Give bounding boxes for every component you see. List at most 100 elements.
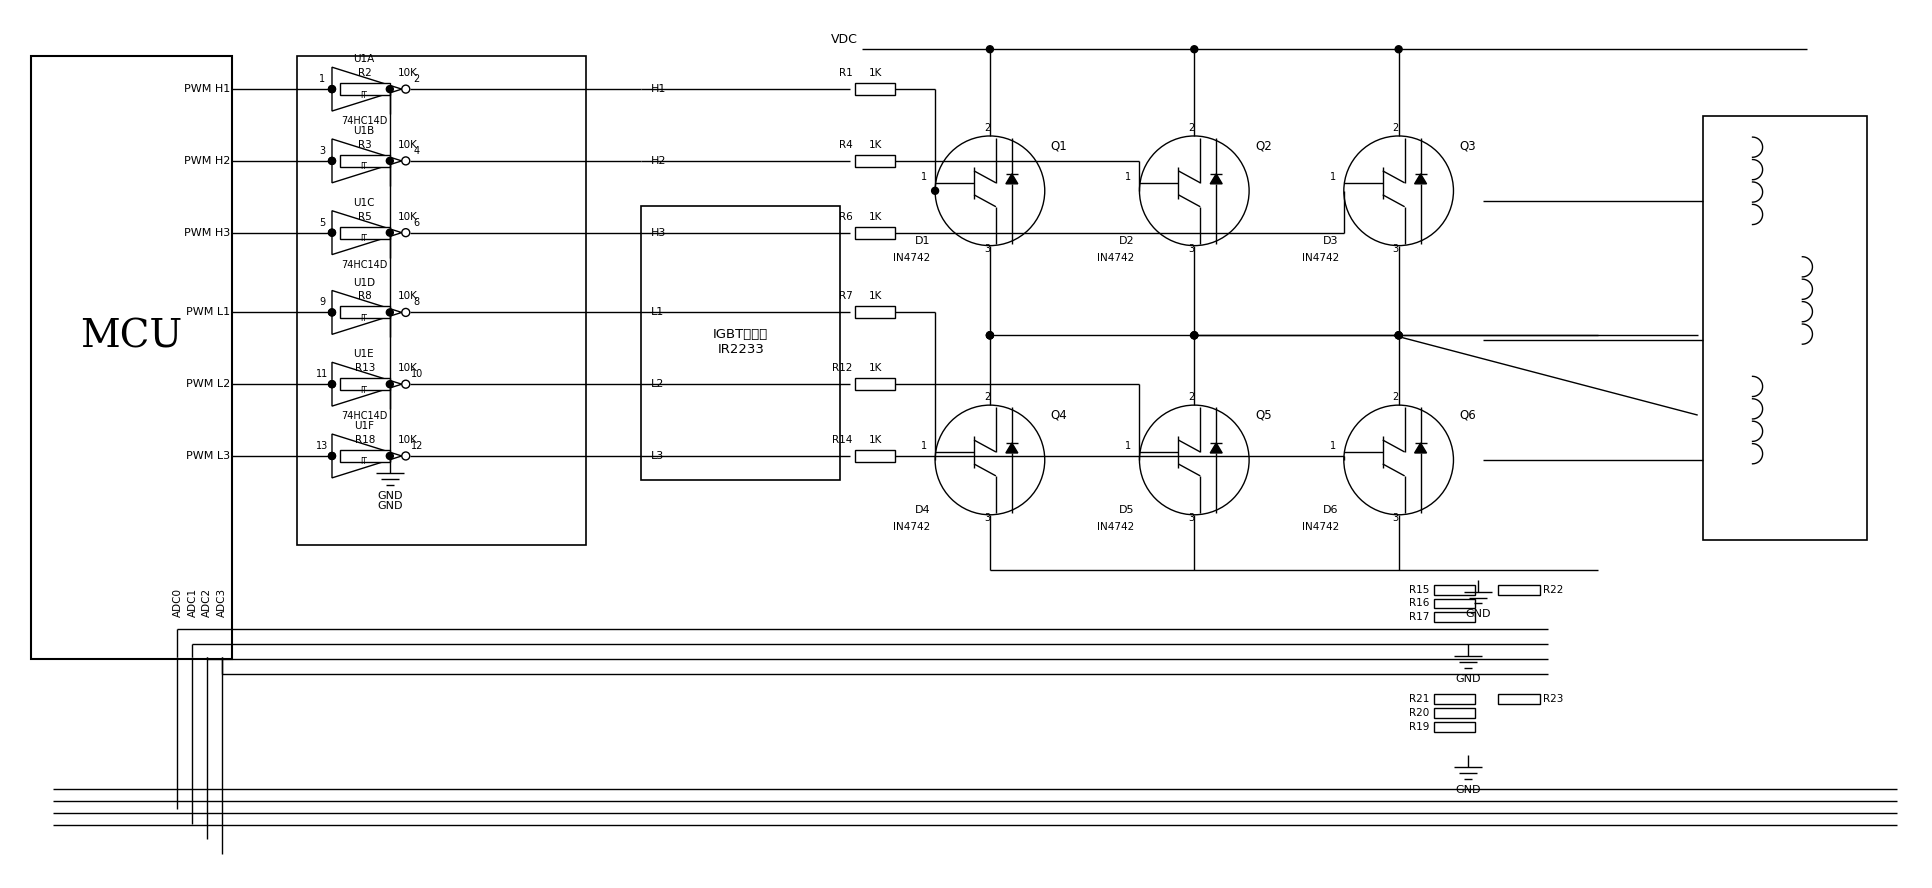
Bar [340,450,390,462]
Text: IT: IT [359,163,367,171]
Circle shape [386,157,392,164]
Circle shape [1190,332,1198,339]
Text: 2: 2 [1391,392,1399,402]
Text: PWM H1: PWM H1 [184,84,230,94]
Text: D2: D2 [1119,235,1134,246]
Bar [641,206,840,480]
Text: GND: GND [1455,674,1480,685]
Circle shape [985,46,993,52]
Text: R8: R8 [357,291,371,301]
Circle shape [328,229,336,236]
Text: L3: L3 [651,451,665,461]
Bar [1497,694,1540,704]
Bar [854,450,895,462]
Text: D4: D4 [914,504,929,515]
Text: 9: 9 [319,297,325,307]
Text: R23: R23 [1542,694,1563,704]
Circle shape [1190,332,1198,339]
Text: VDC: VDC [831,33,858,46]
Text: R14: R14 [831,435,852,445]
Polygon shape [1209,443,1221,453]
Text: ADC3: ADC3 [216,589,228,617]
Text: 10K: 10K [398,363,417,373]
Text: IN4742: IN4742 [1300,522,1339,532]
Bar [1434,708,1474,718]
Text: IT: IT [359,313,367,323]
Text: PWM L3: PWM L3 [185,451,230,461]
Text: Q5: Q5 [1254,408,1271,422]
Text: 11: 11 [315,369,328,379]
Text: PWM H3: PWM H3 [184,227,230,238]
Text: U1D: U1D [354,278,375,288]
Text: Q3: Q3 [1459,139,1476,153]
Text: 10K: 10K [398,68,417,78]
Text: R1: R1 [838,68,852,78]
Text: IN4742: IN4742 [1300,252,1339,263]
Bar [1434,722,1474,732]
Text: 10: 10 [410,369,423,379]
Text: 1: 1 [1124,441,1130,451]
Text: PWM H2: PWM H2 [184,156,230,166]
Text: IT: IT [359,457,367,466]
Circle shape [328,157,336,164]
Bar [854,306,895,319]
Text: R20: R20 [1408,708,1430,718]
Text: Q4: Q4 [1051,408,1066,422]
Circle shape [1395,332,1401,339]
Text: 1: 1 [1329,441,1335,451]
Text: IGBT驱动器
IR2233: IGBT驱动器 IR2233 [713,329,767,356]
Text: 10K: 10K [398,211,417,222]
Text: L1: L1 [651,307,665,317]
Text: 2: 2 [1188,123,1194,133]
Text: 6: 6 [413,218,419,227]
Text: 10K: 10K [398,140,417,150]
Bar [340,306,390,319]
Text: R15: R15 [1408,584,1430,595]
Text: IT: IT [359,385,367,394]
Circle shape [985,332,993,339]
Text: 2: 2 [1188,392,1194,402]
Text: PWM L1: PWM L1 [185,307,230,317]
Text: 3: 3 [1188,512,1194,523]
Text: 3: 3 [1391,243,1399,254]
Bar [1434,613,1474,622]
Text: IN4742: IN4742 [1097,522,1134,532]
Text: D3: D3 [1323,235,1339,246]
Bar [31,56,232,659]
Circle shape [985,332,993,339]
Text: D1: D1 [914,235,929,246]
Text: IT: IT [359,234,367,243]
Text: H3: H3 [651,227,667,238]
Text: 74HC14D: 74HC14D [340,411,386,421]
Text: ADC0: ADC0 [172,589,182,617]
Text: 4: 4 [413,146,419,156]
Text: 1: 1 [1329,172,1335,182]
Text: 2: 2 [413,74,419,84]
Text: GND: GND [377,491,402,501]
Circle shape [328,85,336,92]
Text: 1: 1 [319,74,325,84]
Text: IN4742: IN4742 [893,252,929,263]
Text: 1K: 1K [867,363,881,373]
Text: U1A: U1A [354,54,375,64]
Text: 3: 3 [1391,512,1399,523]
Text: 2: 2 [983,392,989,402]
Text: 1: 1 [920,441,927,451]
Circle shape [328,85,336,92]
Circle shape [328,381,336,388]
Bar [854,378,895,390]
Text: R22: R22 [1542,584,1563,595]
Text: Q6: Q6 [1459,408,1476,422]
Circle shape [328,157,336,164]
Text: R7: R7 [838,291,852,301]
Text: R17: R17 [1408,613,1430,622]
Text: 1: 1 [920,172,927,182]
Polygon shape [1005,174,1018,184]
Text: R3: R3 [357,140,371,150]
Circle shape [328,229,336,236]
Bar [340,378,390,390]
Text: 3: 3 [319,146,325,156]
Text: R2: R2 [357,68,371,78]
Circle shape [931,187,939,194]
Text: 10K: 10K [398,291,417,301]
